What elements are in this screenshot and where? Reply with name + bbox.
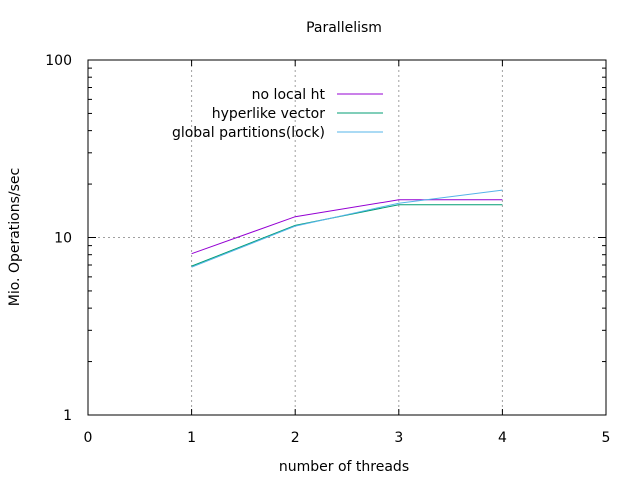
chart-title: Parallelism [306,20,382,36]
y-tick-label: 1 [63,408,72,424]
series-line-1 [191,199,503,255]
x-axis-label: number of threads [279,459,409,475]
y-axis-label: Mio. Operations/sec [7,168,23,306]
legend: no local ht hyperlike vector global partit… [172,87,383,141]
x-tick-label: 5 [602,430,611,446]
x-tick-label: 3 [394,430,403,446]
x-tick-label: 4 [498,430,507,446]
series-line-3 [191,189,503,268]
legend-label: global partitions(lock) [172,125,325,141]
y-tick-label: 10 [54,231,72,247]
series-lines [191,189,503,268]
legend-label: hyperlike vector [212,106,326,122]
legend-label: no local ht [252,87,326,103]
gridlines [88,60,606,415]
plot-frame [87,59,607,416]
x-tick-label: 2 [291,430,300,446]
x-tick-label: 1 [187,430,196,446]
y-tick-label: 100 [45,53,72,69]
x-tick-label: 0 [84,430,93,446]
